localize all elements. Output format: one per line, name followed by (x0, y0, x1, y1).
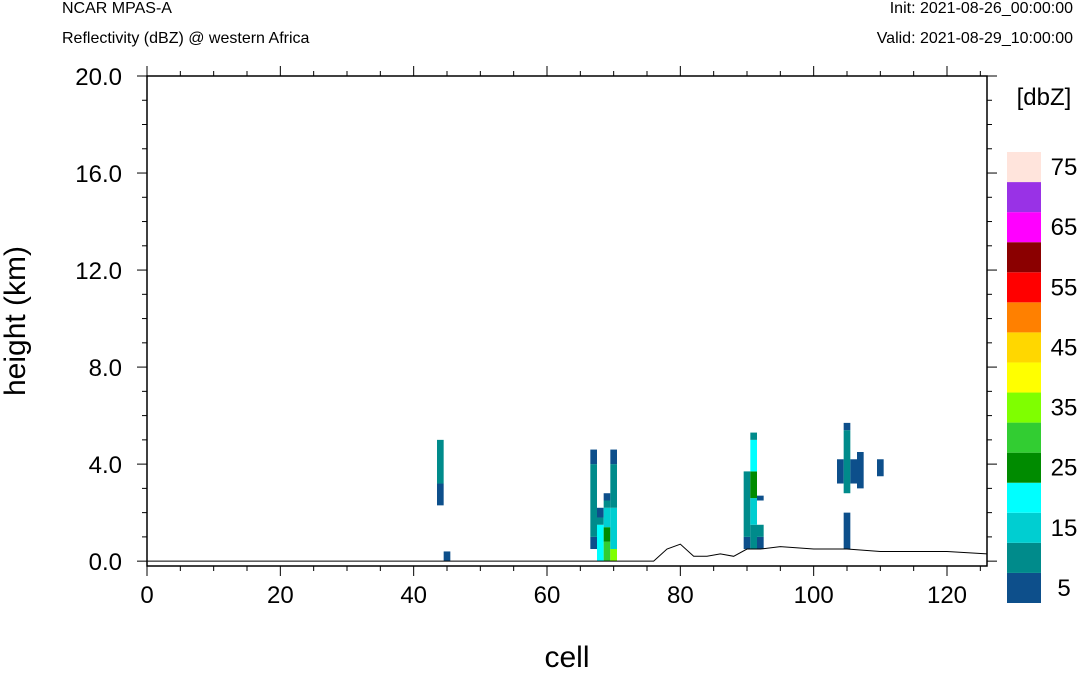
y-axis-label: height (km) (0, 246, 32, 396)
reflectivity-cell (757, 495, 764, 501)
terrain-profile (147, 543, 988, 562)
colorbar-label: 15 (1051, 515, 1078, 542)
colorbar-swatch (1007, 272, 1041, 303)
y-tick-label: 0.0 (89, 549, 122, 576)
x-tick-label: 100 (794, 582, 834, 609)
colorbar-swatch (1007, 332, 1041, 363)
reflectivity-cell (877, 459, 884, 477)
reflectivity-cell (843, 512, 851, 550)
reflectivity-cell (437, 439, 444, 484)
colorbar-swatch (1007, 572, 1041, 603)
reflectivity-cell (750, 432, 757, 440)
reflectivity-cell (757, 524, 764, 537)
reflectivity-cell (843, 430, 851, 494)
reflectivity-cell (610, 464, 617, 508)
colorbar-label: 75 (1051, 154, 1078, 181)
x-tick-label: 80 (667, 582, 694, 609)
colorbar-label: 45 (1051, 334, 1078, 361)
reflectivity-cells (437, 422, 884, 562)
field-title: Reflectivity (dBZ) @ western Africa (62, 30, 310, 47)
colorbar-swatch (1007, 512, 1041, 543)
terrain-line (147, 543, 988, 562)
reflectivity-cell (603, 507, 611, 528)
y-tick-label: 16.0 (75, 161, 122, 188)
colorbar-swatch (1007, 482, 1041, 513)
x-tick-label: 20 (267, 582, 294, 609)
colorbar-swatch (1007, 422, 1041, 453)
x-axis-label: cell (544, 641, 589, 674)
reflectivity-cell (750, 498, 757, 525)
reflectivity-cell (603, 493, 611, 501)
colorbar-swatch (1007, 362, 1041, 393)
colorbar-label: 55 (1051, 274, 1078, 301)
init-time: Init: 2021-08-26_00:00:00 (889, 0, 1073, 17)
axis-ticks: 0 20 40 60 80 100 120 0.0 4.0 8.0 12.0 16.0 20.0 (75, 64, 997, 609)
y-tick-label: 12.0 (75, 258, 122, 285)
reflectivity-cell (590, 536, 597, 550)
x-tick-label: 120 (927, 582, 967, 609)
y-tick-label: 4.0 (89, 452, 122, 479)
x-tick-label: 40 (400, 582, 427, 609)
reflectivity-cell (603, 527, 611, 542)
colorbar-swatch (1007, 542, 1041, 573)
colorbar-label: 25 (1051, 455, 1078, 482)
x-tick-label: 0 (140, 582, 153, 609)
colorbar-swatch (1007, 152, 1041, 183)
plot-frame (146, 75, 988, 567)
reflectivity-cell (743, 536, 751, 550)
colorbar-swatch (1007, 392, 1041, 423)
colorbar: 5 15 25 35 45 55 65 75 (1007, 152, 1077, 603)
reflectivity-cell (743, 471, 751, 537)
reflectivity-cell (597, 517, 604, 525)
reflectivity-cell (610, 507, 617, 550)
reflectivity-cell (750, 471, 757, 499)
reflectivity-cell (597, 524, 604, 562)
reflectivity-cell (837, 459, 844, 484)
reflectivity-cell (610, 549, 617, 562)
colorbar-label: 5 (1057, 575, 1070, 602)
reflectivity-cell (603, 541, 611, 562)
colorbar-label: 35 (1051, 395, 1078, 422)
model-title: NCAR MPAS-A (62, 0, 172, 17)
reflectivity-cell (437, 483, 444, 506)
reflectivity-cell (443, 551, 451, 562)
reflectivity-cell (857, 451, 864, 489)
colorbar-swatch (1007, 452, 1041, 483)
reflectivity-cell (757, 536, 764, 550)
y-tick-label: 20.0 (75, 64, 122, 91)
colorbar-swatch (1007, 212, 1041, 243)
reflectivity-cell (750, 439, 757, 472)
reflectivity-cell (750, 524, 757, 550)
reflectivity-cell (590, 464, 597, 537)
colorbar-swatch (1007, 182, 1041, 213)
colorbar-unit: [dbZ] (1017, 84, 1072, 111)
reflectivity-cell (590, 449, 597, 465)
valid-time: Valid: 2021-08-29_10:00:00 (876, 30, 1073, 47)
y-tick-label: 8.0 (89, 355, 122, 382)
reflectivity-cell (603, 500, 611, 508)
reflectivity-cell (610, 449, 617, 465)
colorbar-swatch (1007, 242, 1041, 273)
reflectivity-cell (850, 459, 857, 484)
colorbar-swatch (1007, 302, 1041, 333)
colorbar-label: 65 (1051, 214, 1078, 241)
reflectivity-cell (597, 507, 604, 518)
reflectivity-cell (843, 422, 851, 431)
x-tick-label: 60 (534, 582, 561, 609)
